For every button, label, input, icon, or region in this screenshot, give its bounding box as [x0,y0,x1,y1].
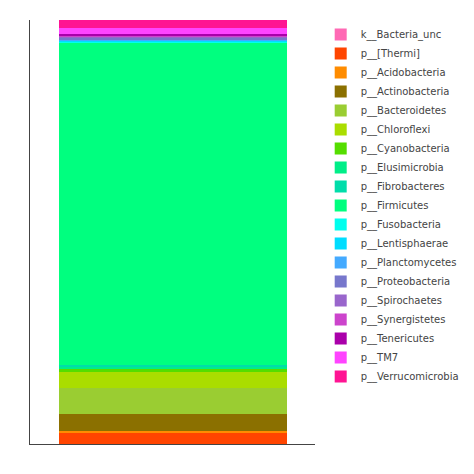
svg-text:p__Firmicutes: p__Firmicutes [361,200,429,212]
svg-text:p__[Thermi]: p__[Thermi] [361,48,420,60]
svg-text:k__Bacteria_unc: k__Bacteria_unc [361,29,442,41]
svg-text:p__Spirochaetes: p__Spirochaetes [361,295,442,307]
svg-text:p__Fibrobacteres: p__Fibrobacteres [361,181,445,193]
svg-text:p__Tenericutes: p__Tenericutes [361,333,434,345]
svg-text:p__Bacteroidetes: p__Bacteroidetes [361,105,446,117]
svg-text:p__TM7: p__TM7 [361,352,398,364]
svg-text:p__Cyanobacteria: p__Cyanobacteria [361,143,450,155]
svg-text:p__Proteobacteria: p__Proteobacteria [361,276,450,288]
svg-text:p__Verrucomicrobia: p__Verrucomicrobia [361,371,459,383]
svg-text:p__Chloroflexi: p__Chloroflexi [361,124,431,136]
svg-text:p__Fusobacteria: p__Fusobacteria [361,219,441,231]
svg-text:p__Lentisphaerae: p__Lentisphaerae [361,238,449,250]
svg-text:p__Actinobacteria: p__Actinobacteria [361,86,450,98]
svg-text:p__Synergistetes: p__Synergistetes [361,314,446,326]
svg-text:p__Elusimicrobia: p__Elusimicrobia [361,162,444,174]
svg-text:p__Planctomycetes: p__Planctomycetes [361,257,457,269]
svg-text:p__Acidobacteria: p__Acidobacteria [361,67,446,79]
